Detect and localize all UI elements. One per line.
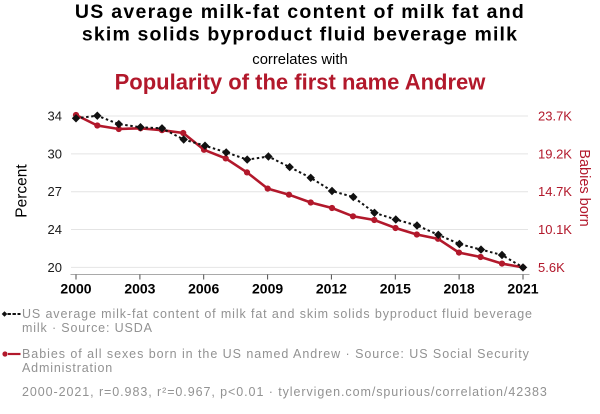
svg-text:Babies born: Babies born <box>576 149 592 226</box>
svg-text:Percent: Percent <box>14 164 31 218</box>
svg-text:2000: 2000 <box>60 281 91 297</box>
svg-text:correlates with: correlates with <box>252 52 347 68</box>
svg-text:US average milk-fat content of: US average milk-fat content of milk fat … <box>75 1 525 23</box>
svg-text:14.7K: 14.7K <box>538 184 572 199</box>
svg-text:2000-2021, r=0.983, r²=0.967,: 2000-2021, r=0.983, r²=0.967, p<0.01 · t… <box>22 385 548 399</box>
svg-text:2012: 2012 <box>316 281 347 297</box>
svg-text:skim solids byproduct fluid be: skim solids byproduct fluid beverage mil… <box>82 23 518 45</box>
svg-text:27: 27 <box>48 184 62 199</box>
svg-text:Administration: Administration <box>22 361 113 375</box>
svg-text:US average milk-fat content of: US average milk-fat content of milk fat … <box>22 307 533 321</box>
svg-text:2009: 2009 <box>252 281 283 297</box>
svg-text:24: 24 <box>48 222 62 237</box>
svg-text:30: 30 <box>48 146 62 161</box>
svg-text:2018: 2018 <box>444 281 475 297</box>
svg-text:2003: 2003 <box>124 281 155 297</box>
svg-text:23.7K: 23.7K <box>538 109 572 124</box>
svg-text:20: 20 <box>48 260 62 275</box>
svg-text:19.2K: 19.2K <box>538 146 572 161</box>
svg-text:10.1K: 10.1K <box>538 222 572 237</box>
svg-text:2015: 2015 <box>380 281 411 297</box>
svg-text:2006: 2006 <box>188 281 219 297</box>
svg-text:Popularity of the first name A: Popularity of the first name Andrew <box>115 70 487 95</box>
svg-text:34: 34 <box>48 109 62 124</box>
svg-text:5.6K: 5.6K <box>538 260 565 275</box>
svg-text:milk · Source: USDA: milk · Source: USDA <box>22 321 153 335</box>
svg-text:2021: 2021 <box>507 281 538 297</box>
svg-text:Babies of all sexes born in th: Babies of all sexes born in the US named… <box>22 347 530 361</box>
